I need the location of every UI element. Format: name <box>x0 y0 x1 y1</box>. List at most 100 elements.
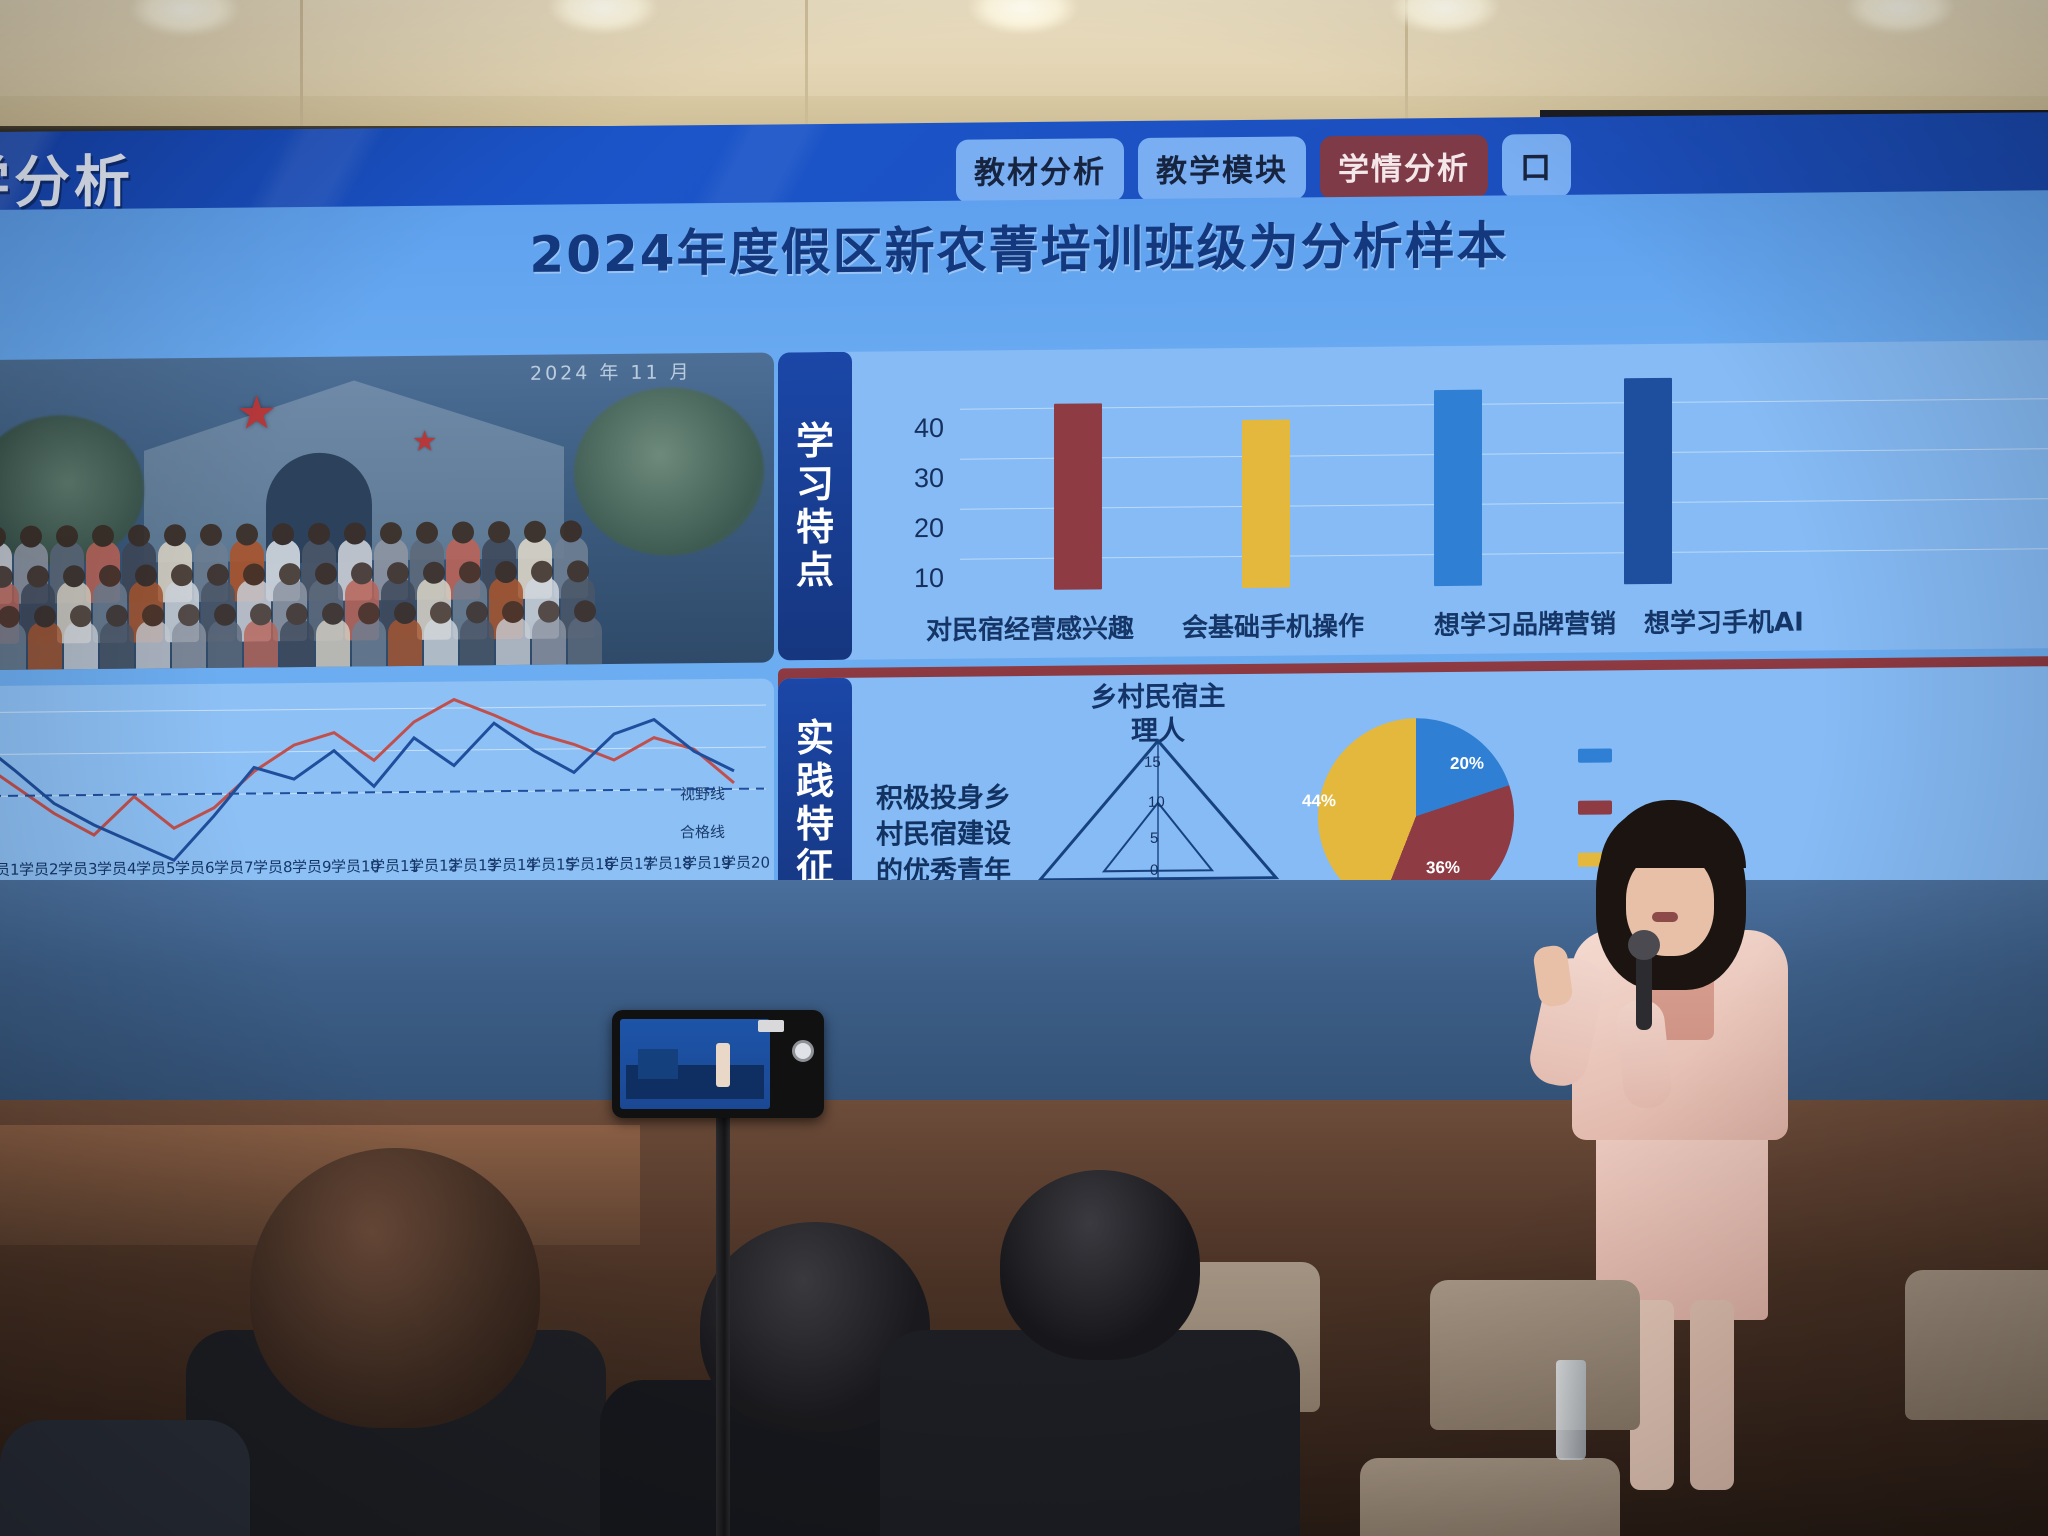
tab-jiaoxue-mokuai[interactable]: 教学模块 <box>1138 136 1306 201</box>
photo-person-head <box>322 602 344 625</box>
photo-person <box>208 603 242 671</box>
ceiling-seam <box>300 0 303 132</box>
photo-person-head <box>459 561 481 584</box>
photo-person <box>100 604 134 671</box>
photo-person-head <box>279 563 301 586</box>
chair <box>1360 1458 1620 1536</box>
photo-person-head <box>214 603 236 626</box>
bar-label-1: 会基础手机操作 <box>1182 611 1365 644</box>
photo-person-head <box>560 520 582 543</box>
photo-person <box>352 602 386 671</box>
photo-person-head <box>286 602 308 626</box>
y-tick-40: 40 <box>913 412 944 444</box>
photo-person-head <box>171 564 193 587</box>
svg-text:15: 15 <box>1144 754 1161 771</box>
slide-header-title: 学分析 <box>0 149 134 217</box>
slide-main-title: 2024年度假区新农菁培训班级为分析样本 <box>529 216 1509 284</box>
tree <box>574 386 764 557</box>
practice-features-side-label: 实践特征 <box>778 677 852 903</box>
smartphone[interactable] <box>612 1010 824 1118</box>
pie-chart <box>1318 717 1514 903</box>
bar-label-0: 对民宿经营感兴趣 <box>926 614 1135 647</box>
bar-chart-y-axis: 40 30 20 10 <box>874 379 944 593</box>
photo-person <box>316 602 350 671</box>
photo-person-head <box>416 521 438 544</box>
record-indicator-icon <box>758 1020 784 1032</box>
line-chart-svg <box>0 697 764 863</box>
red-star-icon <box>412 424 438 458</box>
photo-person-head <box>538 600 560 623</box>
bar-1 <box>1242 419 1290 588</box>
photo-person-head <box>574 600 596 623</box>
tab-fourth[interactable]: 口 <box>1502 133 1571 198</box>
photo-person-head <box>63 565 85 588</box>
photo-person-head <box>495 560 517 584</box>
photo-person-head <box>106 604 128 627</box>
baseline-dashed <box>0 787 764 798</box>
bar-label-2: 想学习品牌营销 <box>1434 609 1617 642</box>
x-tick-2: 学员3 <box>58 859 98 879</box>
photo-person <box>388 601 422 671</box>
photo-person-head <box>200 523 222 546</box>
photo-person <box>244 603 278 671</box>
slide-tab-bar[interactable]: 教材分析 教学模块 学情分析 口 <box>956 133 1571 203</box>
speaker-leg-right <box>1690 1300 1734 1490</box>
y-tick-10: 10 <box>913 562 944 594</box>
photo-person-head <box>178 603 200 627</box>
photo-person-head <box>351 562 373 585</box>
pie-label-1: 44% <box>1302 791 1337 811</box>
photo-person-head <box>423 561 445 584</box>
tab-xueqing-fenxi[interactable]: 学情分析 <box>1320 134 1488 200</box>
ceiling-seam <box>1405 0 1408 132</box>
learning-features-side-label: 学习特点 <box>778 351 852 661</box>
x-tick-3: 学员4 <box>97 859 137 878</box>
microphone <box>1636 944 1652 1030</box>
bar-2 <box>1434 389 1482 587</box>
photo-person-head <box>315 562 337 585</box>
audience-head <box>1000 1170 1200 1360</box>
photo-person <box>172 603 206 671</box>
photo-person-head <box>243 563 265 586</box>
photo-person-head <box>164 524 186 547</box>
x-tick-5: 学员6 <box>175 858 215 878</box>
projection-screen: 学分析 教材分析 教学模块 学情分析 口 2024年度假区新农菁培训班级为分析样… <box>0 112 2048 903</box>
x-tick-19: 学员20 <box>721 853 771 872</box>
phone-screen[interactable] <box>620 1019 770 1109</box>
photo-person <box>64 605 98 671</box>
bar-label-3: 想学习手机AI <box>1644 607 1804 640</box>
photo-person-head <box>358 602 380 625</box>
learning-features-card: 学习特点 40 30 20 10 <box>778 340 2048 661</box>
gridline <box>960 548 2048 560</box>
water-bottle <box>1556 1360 1586 1460</box>
photo-person-head <box>272 523 294 546</box>
photo-person-head <box>394 601 416 625</box>
tab-jiaocai-fenxi[interactable]: 教材分析 <box>956 138 1124 203</box>
photo-person-head <box>128 524 150 547</box>
photo-person-head <box>488 521 510 544</box>
photo-person-head <box>567 560 589 583</box>
audience-body <box>0 1420 250 1536</box>
photo-person-head <box>466 601 488 624</box>
pie-label-0: 20% <box>1450 753 1485 773</box>
speaker-mouth <box>1652 912 1678 922</box>
microphone-head <box>1628 930 1660 960</box>
photo-person-head <box>0 605 20 628</box>
ceiling-seam <box>805 0 808 132</box>
photo-person <box>280 602 314 671</box>
photo-person-head <box>207 563 229 586</box>
photo-person <box>568 600 602 671</box>
photo-person-head <box>452 521 474 544</box>
photo-person-head <box>380 522 402 545</box>
annotation-hegexian: 合格线 <box>680 822 726 842</box>
photo-person-head <box>308 522 330 545</box>
tripod-pole <box>716 1040 730 1536</box>
shutter-button[interactable] <box>792 1040 814 1062</box>
photo-person-head <box>92 524 114 548</box>
photo-person-head <box>502 600 524 624</box>
pie-legend-swatch-0 <box>1578 748 1612 763</box>
photo-person-head <box>344 522 366 545</box>
annotation-shiyexian: 视野线 <box>680 784 726 804</box>
bar-0 <box>1054 403 1102 590</box>
photo-person-head <box>99 564 121 587</box>
